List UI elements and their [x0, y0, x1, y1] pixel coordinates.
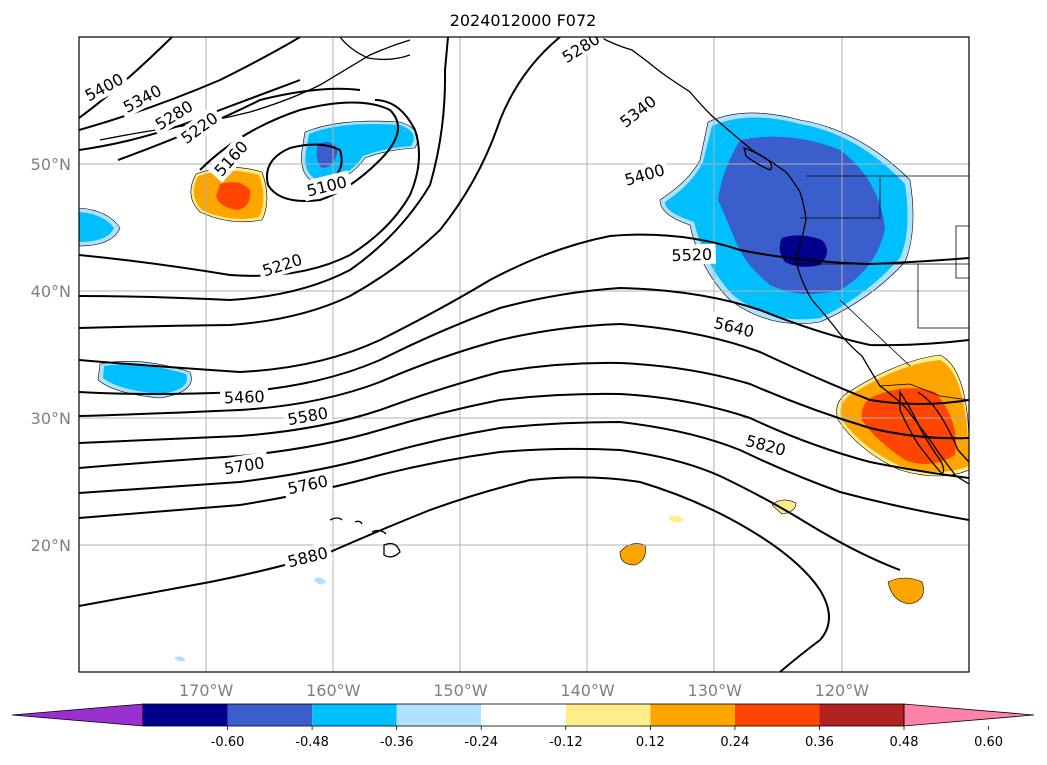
state-border [917, 264, 969, 329]
longitude-label: 140°W [560, 681, 615, 700]
height-contour [79, 37, 561, 329]
longitude-label: 170°W [179, 681, 234, 700]
height-contour [79, 99, 420, 277]
longitude-label: 160°W [306, 681, 361, 700]
colorbar-segment [650, 704, 735, 726]
longitude-label: 150°W [433, 681, 488, 700]
longitude-label: 130°W [688, 681, 743, 700]
longitude-labels: 170°W 160°W 150°W 140°W 130°W 120°W [179, 681, 869, 700]
colorbar-tick-label: -0.60 [211, 735, 245, 750]
contour-label-text: 5460 [224, 387, 265, 407]
us-mexico-border [879, 383, 969, 401]
negative-anomaly-region [314, 577, 326, 585]
contour-label: 5460 [219, 385, 269, 408]
positive-anomaly-region [216, 182, 251, 210]
map-frame [78, 36, 970, 673]
colorbar-tick-label: 0.60 [974, 735, 1003, 750]
height-contour [79, 420, 969, 521]
positive-anomaly-region [861, 388, 956, 464]
colorbar-tick-label: -0.24 [464, 735, 498, 750]
positive-anomaly-region [619, 543, 646, 566]
positive-anomaly-region [668, 515, 684, 523]
negative-anomaly-region [305, 124, 414, 181]
colorbar-tick-label: 0.48 [890, 735, 919, 750]
latitude-label: 50°N [31, 155, 71, 174]
colorbar-tick-label: -0.36 [380, 735, 414, 750]
contour-label: 5520 [667, 243, 717, 266]
state-border [800, 178, 881, 219]
height-contour [79, 476, 830, 672]
colorbar-tick-label: 0.24 [720, 735, 749, 750]
colorbar-segment [734, 704, 820, 726]
colorbar: -0.60 -0.48 -0.36 -0.24 -0.12 0.12 0.24 0.36 0.4… [11, 703, 1035, 750]
colorbar-tick-label: 0.12 [636, 735, 665, 750]
colorbar-segment [143, 704, 228, 726]
vancouver-island [743, 147, 773, 171]
height-contours [79, 37, 969, 672]
colorbar-frame [142, 703, 905, 727]
gridlines [79, 37, 969, 672]
latitude-labels: 50°N 40°N 30°N 20°N [31, 155, 71, 555]
longitude-label: 120°W [815, 681, 870, 700]
colorbar-tick-label: -0.48 [295, 735, 329, 750]
colorbar-extend-low [11, 703, 144, 727]
latitude-label: 40°N [31, 282, 71, 301]
latitude-label: 30°N [31, 409, 71, 428]
height-contour [79, 37, 449, 302]
contour-label-text: 5520 [671, 245, 712, 265]
colorbar-segment [481, 704, 566, 726]
height-contour [79, 447, 901, 571]
north-america-coastline [599, 37, 969, 485]
height-contour [79, 233, 969, 374]
colorbar-segment [819, 704, 904, 726]
contour-label: 5580 [282, 401, 334, 430]
hawaii-islands [329, 517, 401, 558]
state-border [955, 225, 969, 279]
negative-anomaly-region [103, 364, 187, 394]
state-border [839, 299, 911, 367]
colorbar-segment [565, 704, 651, 726]
negative-anomaly-region [79, 212, 114, 242]
height-contour [117, 87, 361, 161]
colorbar-segment [396, 704, 482, 726]
positive-anomaly-region [771, 499, 797, 515]
positive-anomaly-region [887, 577, 924, 605]
gulf-of-california-coast [917, 391, 969, 463]
colorbar-extend-high [903, 703, 1035, 727]
colorbar-tick-label: 0.36 [805, 735, 834, 750]
colorbar-segment [312, 704, 397, 726]
baja-peninsula [899, 389, 945, 475]
colorbar-segment [227, 704, 313, 726]
height-contour [79, 361, 969, 444]
colorbar-tick-label: -0.12 [549, 735, 583, 750]
height-contour [79, 37, 301, 131]
latitude-label: 20°N [31, 536, 71, 555]
alaska-coast [339, 37, 411, 61]
height-contour [79, 322, 969, 417]
map-title: 2024012000 F072 [450, 11, 597, 30]
negative-anomaly-region [174, 656, 186, 662]
map-plot-area: 5400534052805220516051005220546055805700… [79, 37, 969, 672]
